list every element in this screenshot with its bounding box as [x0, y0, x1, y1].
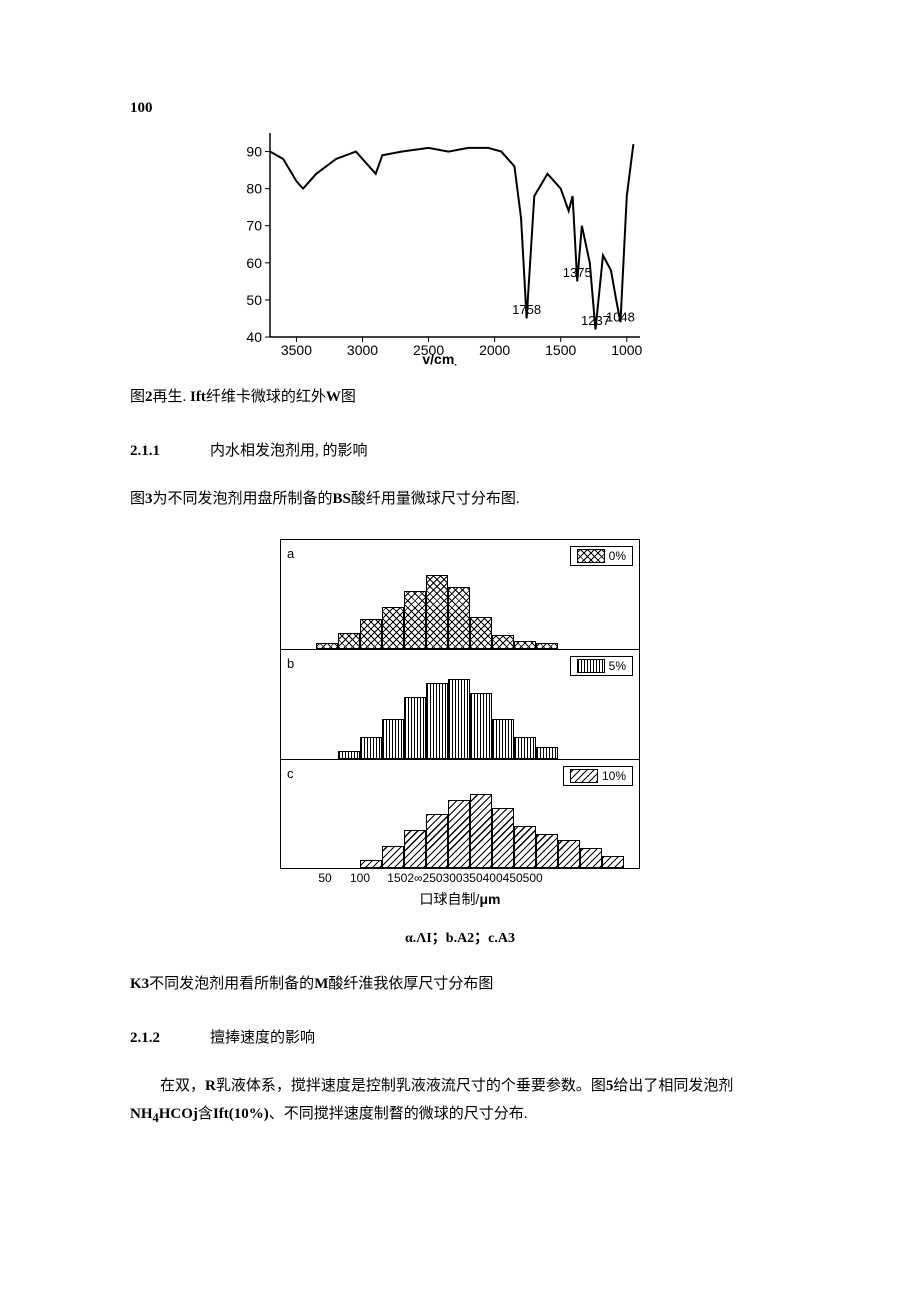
histogram-bar [382, 607, 404, 649]
figure-5-intro-text: 在双，R乳液体系，搅拌速度是控制乳液液流尺寸的个垂要参数。图5给出了相同发泡剂N… [130, 1072, 790, 1131]
histogram-series-labels: α.ΛI；b.A2；c.A3 [130, 927, 790, 947]
histogram-bar [514, 641, 536, 649]
svg-text:3000: 3000 [347, 342, 378, 358]
histogram-bar [360, 737, 382, 759]
ir-spectrum-svg: 4050607080903500300025002000150010001758… [230, 125, 650, 365]
figure-3-intro-text: 图3为不同发泡剂用盘所制备的BS酸纤用量微球尺寸分布图. [130, 485, 790, 514]
svg-text:70: 70 [246, 218, 262, 234]
section-2-1-2-heading: 2.1.2擅捧速度的影响 [130, 1026, 790, 1047]
figure-2-caption: 图2再生. Ift纤维卡微球的红外W图 [130, 385, 790, 409]
histogram-bar [536, 834, 558, 868]
ir-spectrum-chart: 4050607080903500300025002000150010001758… [230, 125, 650, 365]
svg-text:3500: 3500 [281, 342, 312, 358]
svg-text:1500: 1500 [545, 342, 576, 358]
histogram-bar [470, 794, 492, 868]
svg-text:40: 40 [246, 329, 262, 345]
ir-x-axis-label: v/cm· [422, 351, 457, 371]
histogram-bar [426, 814, 448, 868]
histogram-panel-b: b5% [280, 649, 640, 759]
histogram-figure: a0%b5%c10%501001502∞250300350400450500口球… [280, 539, 640, 909]
histogram-bar [448, 587, 470, 649]
histogram-bar [448, 800, 470, 868]
svg-text:1048: 1048 [606, 309, 635, 324]
histogram-bar [470, 693, 492, 759]
histogram-bar [580, 848, 602, 868]
histogram-bar [404, 697, 426, 759]
histogram-bar [426, 683, 448, 759]
histogram-bar [426, 575, 448, 649]
histogram-bar [470, 617, 492, 649]
histogram-bar [360, 619, 382, 649]
histogram-bar [492, 635, 514, 649]
svg-text:1000: 1000 [611, 342, 642, 358]
svg-text:2000: 2000 [479, 342, 510, 358]
histogram-bar [492, 808, 514, 868]
svg-text:80: 80 [246, 181, 262, 197]
histogram-bar [492, 719, 514, 759]
histogram-bar [404, 830, 426, 868]
page-number: 100 [130, 100, 790, 117]
svg-text:90: 90 [246, 144, 262, 160]
histogram-bar [404, 591, 426, 649]
histogram-bar [514, 737, 536, 759]
histogram-bar [602, 856, 624, 868]
svg-text:60: 60 [246, 255, 262, 271]
histogram-x-axis: 501001502∞250300350400450500口球自制/μm [280, 869, 640, 909]
histogram-panel-a: a0% [280, 539, 640, 649]
histogram-bar [536, 747, 558, 759]
histogram-bar [338, 751, 360, 759]
histogram-bar [448, 679, 470, 759]
histogram-bar [360, 860, 382, 868]
svg-text:50: 50 [246, 292, 262, 308]
histogram-panel-c: c10% [280, 759, 640, 869]
histogram-bar [514, 826, 536, 868]
histogram-bar [382, 719, 404, 759]
histogram-bar [338, 633, 360, 649]
section-2-1-1-heading: 2.1.1内水相发泡剂用, 的影响 [130, 439, 790, 460]
histogram-bar [558, 840, 580, 868]
histogram-bar [382, 846, 404, 868]
svg-text:1758: 1758 [512, 302, 541, 317]
figure-3-caption: K3不同发泡剂用看所制备的M酸纤淮我依厚尺寸分布图 [130, 972, 790, 996]
svg-text:1375: 1375 [563, 265, 592, 280]
